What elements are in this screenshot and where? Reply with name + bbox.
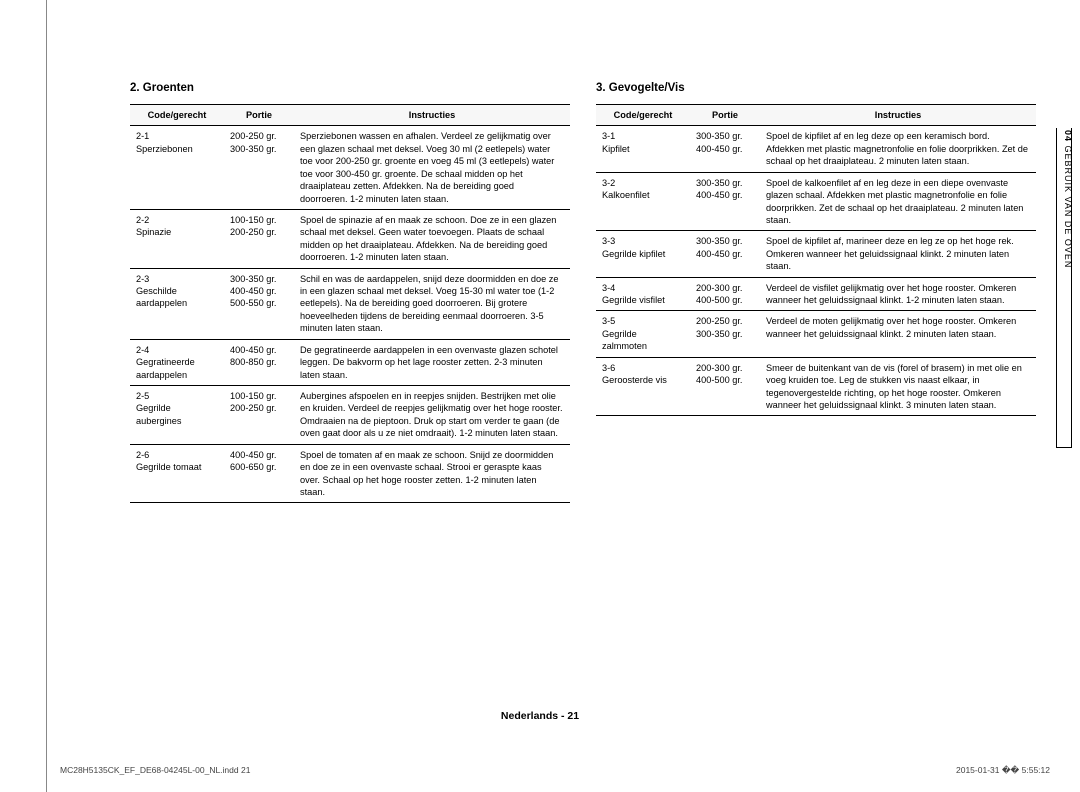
page-footer: Nederlands - 21 [0,710,1080,722]
cell-code: 3-3Gegrilde kipfilet [596,231,690,277]
page-content: 2. Groenten Code/gerecht Portie Instruct… [48,0,1064,792]
table-row: 3-1Kipfilet300-350 gr.400-450 gr.Spoel d… [596,126,1036,172]
cell-instructies: Spoel de spinazie af en maak ze schoon. … [294,209,570,268]
cell-portie: 200-300 gr.400-500 gr. [690,277,760,311]
th-instructies: Instructies [760,105,1036,126]
table-row: 2-2Spinazie100-150 gr.200-250 gr.Spoel d… [130,209,570,268]
th-code: Code/gerecht [596,105,690,126]
cell-instructies: Spoel de tomaten af en maak ze schoon. S… [294,444,570,503]
cell-portie: 100-150 gr.200-250 gr. [224,386,294,445]
cell-portie: 400-450 gr.600-650 gr. [224,444,294,503]
cell-instructies: Smeer de buitenkant van de vis (forel of… [760,357,1036,416]
print-file: MC28H5135CK_EF_DE68-04245L-00_NL.indd 21 [60,765,250,776]
right-column: 3. Gevogelte/Vis Code/gerecht Portie Ins… [596,82,1036,503]
table-row: 2-1Sperziebonen200-250 gr.300-350 gr.Spe… [130,126,570,210]
left-column: 2. Groenten Code/gerecht Portie Instruct… [130,82,570,503]
cell-code: 2-5Gegrilde aubergines [130,386,224,445]
cell-instructies: Spoel de kipfilet af en leg deze op een … [760,126,1036,172]
cell-portie: 200-250 gr.300-350 gr. [224,126,294,210]
cell-code: 2-4Gegratineerde aardappelen [130,339,224,385]
section-title-groenten: 2. Groenten [130,82,570,94]
cell-portie: 300-350 gr.400-450 gr. [690,126,760,172]
section-title-gevogelte: 3. Gevogelte/Vis [596,82,1036,94]
cell-code: 2-6Gegrilde tomaat [130,444,224,503]
cell-instructies: De gegratineerde aardappelen in een oven… [294,339,570,385]
cell-instructies: Spoel de kipfilet af, marineer deze en l… [760,231,1036,277]
table-row: 3-2Kalkoenfilet300-350 gr.400-450 gr.Spo… [596,172,1036,231]
th-code: Code/gerecht [130,105,224,126]
print-date: 2015-01-31 �� 5:55:12 [956,765,1050,776]
cell-portie: 300-350 gr.400-450 gr. [690,231,760,277]
cell-code: 3-4Gegrilde visfilet [596,277,690,311]
cell-code: 2-3Geschilde aardappelen [130,268,224,339]
cell-portie: 100-150 gr.200-250 gr. [224,209,294,268]
th-portie: Portie [224,105,294,126]
cell-instructies: Schil en was de aardappelen, snijd deze … [294,268,570,339]
cell-code: 2-2Spinazie [130,209,224,268]
table-row: 2-3Geschilde aardappelen300-350 gr.400-4… [130,268,570,339]
table-gevogelte: Code/gerecht Portie Instructies 3-1Kipfi… [596,104,1036,416]
th-portie: Portie [690,105,760,126]
table-row: 3-6Geroosterde vis200-300 gr.400-500 gr.… [596,357,1036,416]
cell-portie: 300-350 gr.400-450 gr. [690,172,760,231]
cell-instructies: Spoel de kalkoenfilet af en leg deze in … [760,172,1036,231]
cell-portie: 400-450 gr.800-850 gr. [224,339,294,385]
side-tab-section: GEBRUIK VAN DE OVEN [1063,146,1073,269]
table-row: 3-4Gegrilde visfilet200-300 gr.400-500 g… [596,277,1036,311]
cell-instructies: Sperziebonen wassen en afhalen. Verdeel … [294,126,570,210]
cell-instructies: Verdeel de moten gelijkmatig over het ho… [760,311,1036,357]
cell-portie: 200-300 gr.400-500 gr. [690,357,760,416]
cell-code: 3-5Gegrilde zalmmoten [596,311,690,357]
cell-portie: 300-350 gr.400-450 gr.500-550 gr. [224,268,294,339]
cell-portie: 200-250 gr.300-350 gr. [690,311,760,357]
table-row: 2-4Gegratineerde aardappelen400-450 gr.8… [130,339,570,385]
print-footer: MC28H5135CK_EF_DE68-04245L-00_NL.indd 21… [60,765,1050,776]
cell-instructies: Aubergines afspoelen en in reepjes snijd… [294,386,570,445]
th-instructies: Instructies [294,105,570,126]
side-tab-label: 04 GEBRUIK VAN DE OVEN [1063,130,1073,268]
table-row: 3-5Gegrilde zalmmoten200-250 gr.300-350 … [596,311,1036,357]
table-groenten: Code/gerecht Portie Instructies 2-1Sperz… [130,104,570,503]
cell-instructies: Verdeel de visfilet gelijkmatig over het… [760,277,1036,311]
side-tab-num: 04 [1063,130,1073,142]
cell-code: 3-2Kalkoenfilet [596,172,690,231]
table-row: 2-6Gegrilde tomaat400-450 gr.600-650 gr.… [130,444,570,503]
cell-code: 3-6Geroosterde vis [596,357,690,416]
table-row: 2-5Gegrilde aubergines100-150 gr.200-250… [130,386,570,445]
table-row: 3-3Gegrilde kipfilet300-350 gr.400-450 g… [596,231,1036,277]
cell-code: 3-1Kipfilet [596,126,690,172]
cell-code: 2-1Sperziebonen [130,126,224,210]
page-divider [46,0,47,792]
